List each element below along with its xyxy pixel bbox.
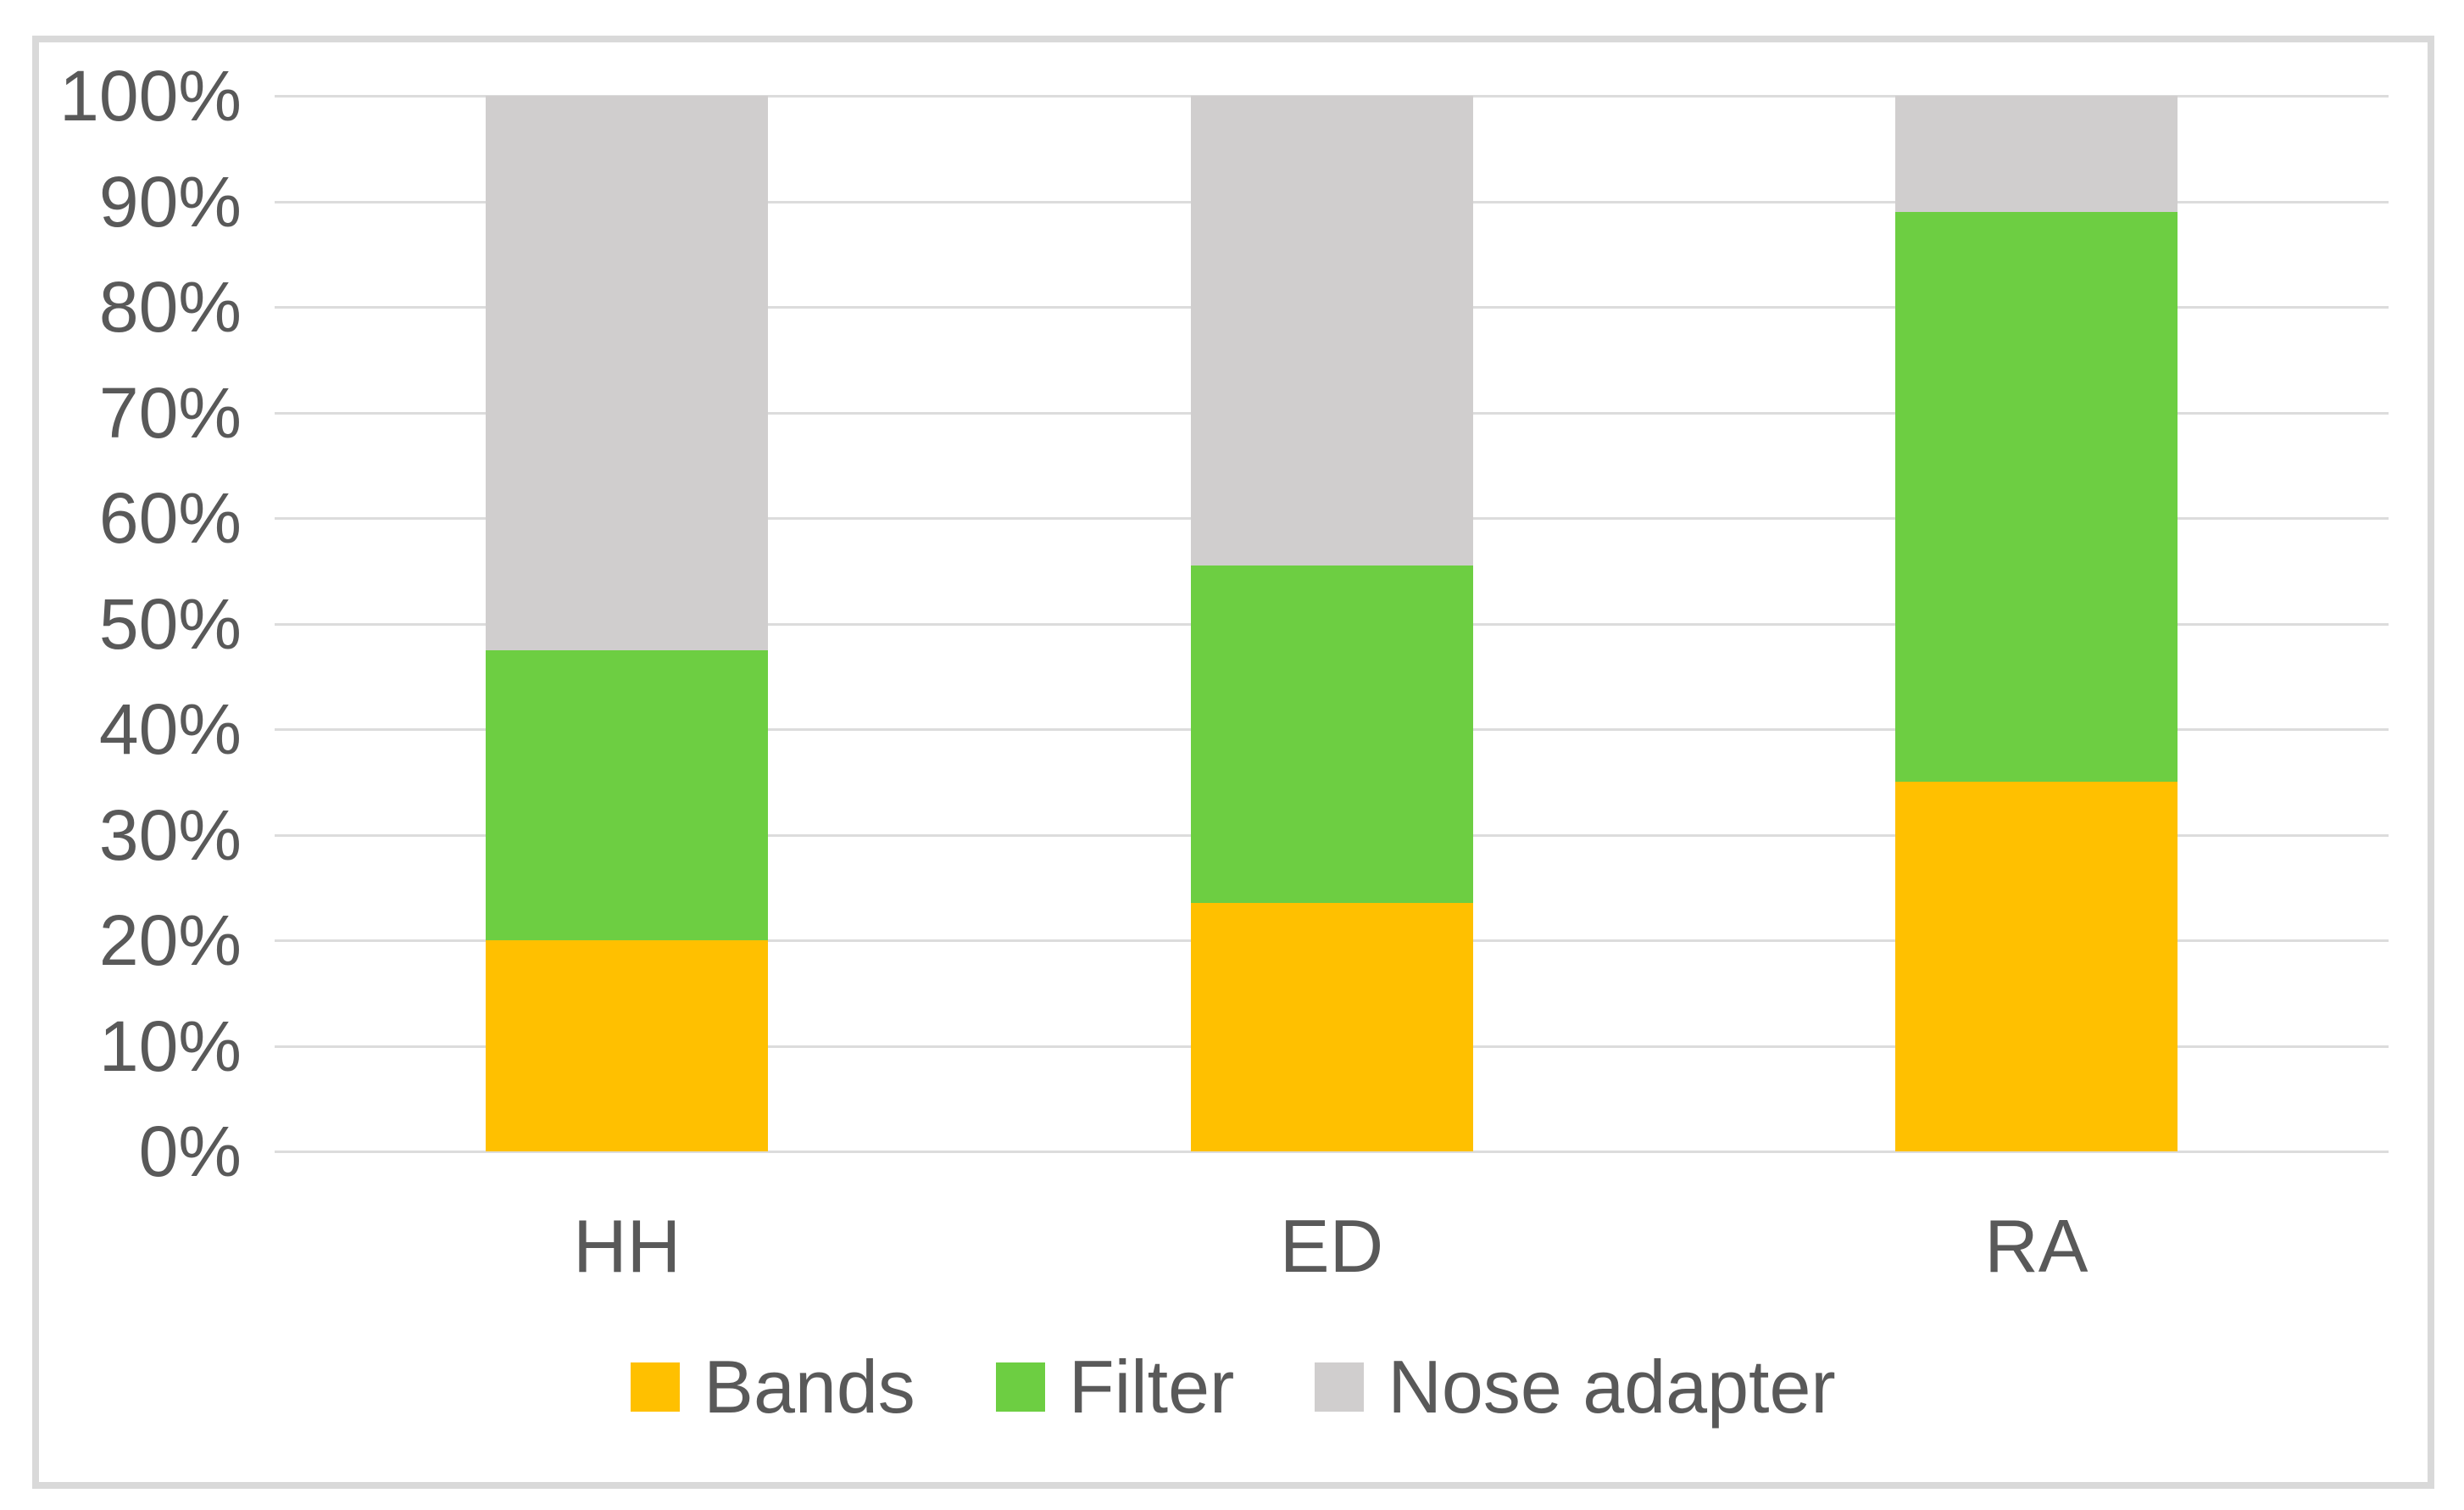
bar-segment-nose-adapter — [1894, 96, 2178, 212]
bar-segment-bands — [486, 940, 769, 1151]
bar-segment-filter — [1190, 566, 1473, 904]
x-category-label: HH — [573, 1204, 681, 1288]
legend-swatch-icon — [631, 1362, 681, 1412]
x-category-label: RA — [1984, 1204, 2089, 1288]
y-tick-label: 70% — [98, 372, 242, 453]
legend-label: Nose adapter — [1388, 1345, 1836, 1429]
legend-swatch-icon — [995, 1362, 1045, 1412]
legend: Bands Filter Nose adapter — [32, 1350, 2434, 1424]
stacked-bar-hh — [486, 96, 769, 1151]
y-tick-label: 90% — [98, 161, 242, 242]
legend-item-nose-adapter: Nose adapter — [1315, 1345, 1836, 1429]
stacked-bar-ed — [1190, 96, 1473, 1151]
bar-segment-nose-adapter — [486, 96, 769, 650]
y-tick-label: 60% — [98, 478, 242, 558]
stacked-bar-ra — [1894, 96, 2178, 1151]
y-tick-label: 20% — [98, 900, 242, 980]
bar-segment-bands — [1190, 903, 1473, 1151]
y-tick-label: 80% — [98, 267, 242, 347]
gridline — [275, 1151, 2389, 1153]
bar-segment-filter — [1894, 211, 2178, 783]
y-tick-label: 100% — [59, 56, 242, 136]
legend-item-bands: Bands — [631, 1350, 915, 1424]
y-tick-label: 40% — [98, 689, 242, 769]
legend-label: Bands — [704, 1345, 915, 1429]
bar-segment-bands — [1894, 782, 2178, 1151]
y-tick-label: 50% — [98, 583, 242, 664]
y-tick-label: 30% — [98, 794, 242, 875]
legend-swatch-icon — [1315, 1362, 1365, 1412]
legend-item-filter: Filter — [995, 1345, 1235, 1429]
plot-area — [275, 95, 2389, 1153]
x-category-label: ED — [1279, 1204, 1384, 1288]
y-tick-label: 0% — [138, 1112, 242, 1191]
bar-segment-nose-adapter — [1190, 96, 1473, 566]
y-tick-label: 10% — [98, 1006, 242, 1086]
bar-segment-filter — [486, 649, 769, 940]
legend-label: Filter — [1068, 1345, 1235, 1429]
